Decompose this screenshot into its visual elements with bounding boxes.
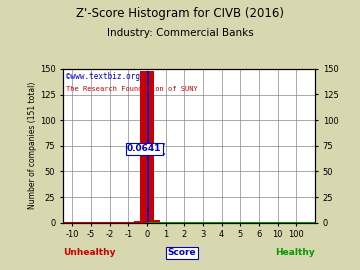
Text: ©www.textbiz.org: ©www.textbiz.org: [66, 72, 140, 81]
Text: 0.0641: 0.0641: [127, 144, 161, 153]
Text: The Research Foundation of SUNY: The Research Foundation of SUNY: [66, 86, 197, 92]
Text: Healthy: Healthy: [275, 248, 315, 257]
Bar: [140, 71, 154, 223]
Bar: [134, 221, 141, 223]
Bar: [153, 220, 160, 223]
Text: Score: Score: [167, 248, 196, 257]
Y-axis label: Number of companies (151 total): Number of companies (151 total): [28, 82, 37, 210]
Text: Z'-Score Histogram for CIVB (2016): Z'-Score Histogram for CIVB (2016): [76, 7, 284, 20]
Text: Industry: Commercial Banks: Industry: Commercial Banks: [107, 28, 253, 38]
Text: Unhealthy: Unhealthy: [63, 248, 116, 257]
Bar: [147, 71, 149, 223]
